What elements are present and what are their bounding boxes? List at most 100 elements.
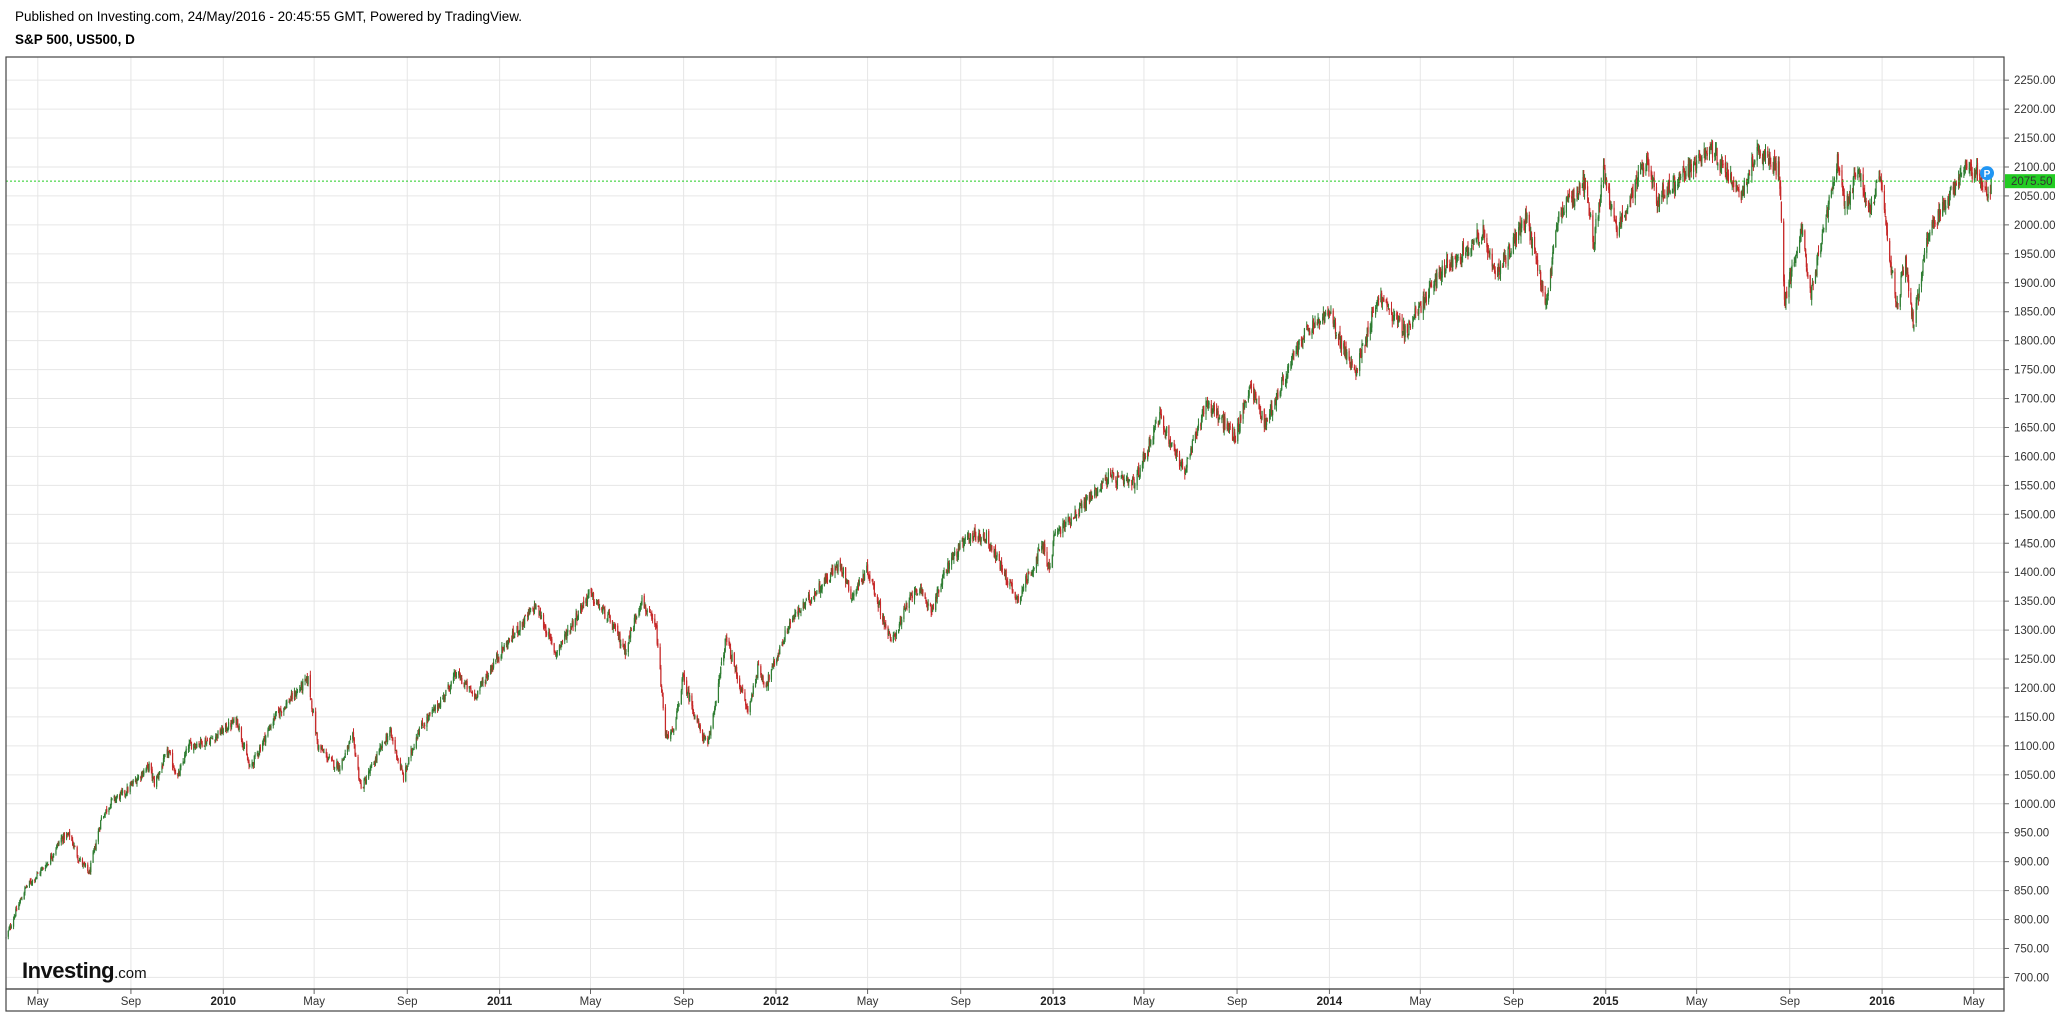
candle-body: [1011, 582, 1013, 591]
candle-body: [1191, 440, 1193, 453]
candle-body: [400, 767, 402, 770]
candle-body: [397, 759, 399, 761]
time-axis[interactable]: May Sep 2010 May Sep 2011 May Sep 2012 May Sep 2013…: [27, 989, 1985, 1008]
candle-body: [1867, 200, 1870, 209]
candle-body: [576, 614, 578, 621]
candle-body: [1743, 180, 1745, 196]
candle-body: [1026, 580, 1028, 583]
candle-body: [68, 831, 71, 837]
candle-body: [1932, 221, 1934, 223]
candle-body: [1088, 494, 1091, 502]
candle-body: [1120, 476, 1122, 478]
candle-body: [1043, 545, 1045, 555]
candle-body: [1629, 200, 1631, 204]
candle-body: [595, 602, 598, 604]
candle-body: [1100, 488, 1102, 491]
candle-body: [1075, 514, 1078, 516]
candle-body: [1938, 209, 1940, 221]
candle-body: [156, 775, 159, 777]
candle-body: [1826, 209, 1829, 216]
candle-body: [1367, 326, 1369, 333]
candle-body: [1096, 491, 1098, 495]
candle-body: [193, 743, 196, 747]
candle-body: [1690, 164, 1692, 172]
candle-body: [28, 880, 31, 886]
candle-body: [574, 618, 576, 627]
candle-body: [415, 737, 417, 748]
candle-body: [793, 617, 795, 619]
candle-body: [697, 720, 699, 722]
candle-body: [627, 643, 629, 653]
candle-body: [1242, 402, 1244, 419]
candle-body: [1720, 165, 1722, 171]
candle-body: [1594, 227, 1596, 245]
candle-body: [874, 593, 876, 595]
candle-body: [450, 681, 452, 687]
candle-body: [1748, 174, 1750, 179]
price-axis[interactable]: 700.00750.00800.00850.00900.00950.001000…: [2004, 75, 2056, 984]
candle-body: [1164, 433, 1166, 435]
candle-body: [1576, 192, 1578, 198]
candle-body: [754, 683, 757, 687]
candle-body: [1179, 464, 1181, 466]
candle-body: [19, 901, 21, 906]
candle-body: [1715, 148, 1717, 151]
candle-body: [606, 619, 608, 621]
candle-body: [1948, 197, 1950, 204]
candle-body: [1609, 203, 1611, 210]
candle-body: [1281, 379, 1283, 391]
candle-body: [1399, 317, 1401, 321]
candle-body: [707, 738, 709, 744]
candle-body: [512, 629, 514, 636]
candle-body: [1694, 157, 1696, 165]
published-caption: Published on Investing.com, 24/May/2016 …: [15, 9, 523, 24]
candle-body: [1097, 491, 1099, 493]
candle-body: [1328, 311, 1331, 314]
candle-body: [1790, 271, 1792, 282]
candle-body: [1539, 269, 1541, 272]
candle-body: [597, 600, 599, 604]
candle-body: [1356, 370, 1358, 376]
candle-body: [92, 852, 94, 863]
candle-body: [381, 741, 383, 748]
candle-body: [1322, 317, 1324, 321]
candle-body: [943, 571, 945, 576]
candle-body: [405, 766, 407, 781]
candle-body: [1095, 489, 1097, 496]
candle-body: [1165, 433, 1167, 436]
candle-body: [1844, 206, 1846, 209]
candle-body: [1800, 229, 1802, 236]
candle-body: [1213, 404, 1215, 411]
candle-body: [1821, 233, 1823, 242]
candle-body: [1642, 167, 1644, 171]
grid-lines: [6, 57, 2004, 989]
candle-body: [1689, 165, 1692, 167]
candle-body: [1054, 532, 1056, 534]
candle-body: [1327, 310, 1329, 316]
candle-body: [21, 898, 23, 901]
candle-body: [1378, 298, 1380, 300]
candle-body: [751, 694, 754, 696]
candle-body: [714, 701, 717, 708]
candle-body: [147, 764, 149, 770]
candle-body: [1191, 447, 1193, 453]
candle-body: [243, 746, 245, 748]
candle-body: [1300, 338, 1303, 341]
candle-body: [1139, 467, 1141, 477]
candle-body: [1906, 271, 1908, 274]
candle-body: [570, 626, 573, 629]
candle-body: [1477, 230, 1479, 235]
candle-body: [1680, 176, 1682, 179]
candle-body: [1404, 325, 1406, 338]
candle-body: [1371, 311, 1373, 328]
candle-body: [1910, 292, 1912, 304]
candle-body: [458, 671, 460, 676]
candle-body: [681, 679, 683, 691]
candle-body: [925, 599, 927, 601]
candle-body: [1600, 184, 1602, 198]
candle-body: [996, 553, 998, 557]
candle-body: [1693, 158, 1695, 165]
candle-body: [1429, 284, 1431, 287]
candle-body: [362, 787, 364, 788]
